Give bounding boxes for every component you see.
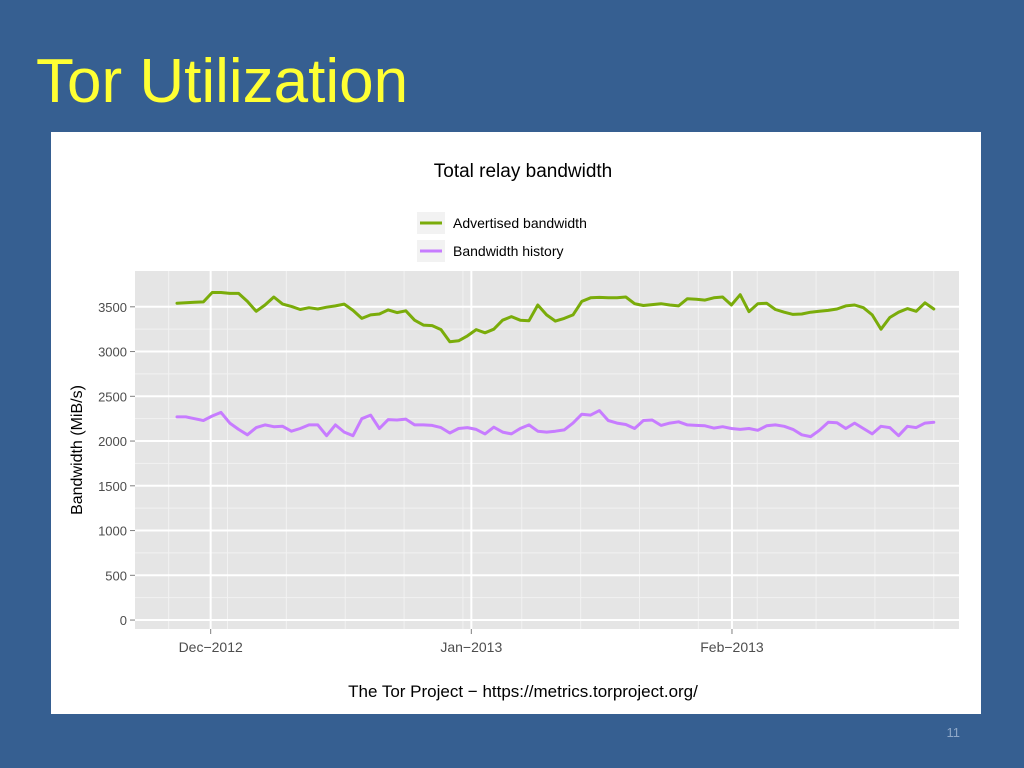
chart-title: Total relay bandwidth — [434, 161, 613, 182]
series-layer — [175, 291, 936, 439]
y-tick-label: 3500 — [98, 300, 127, 315]
page-number: 11 — [946, 725, 961, 740]
series-line-history — [175, 409, 936, 439]
legend-label-history: Bandwidth history — [453, 243, 564, 259]
bandwidth-chart: Total relay bandwidth Advertised bandwid… — [69, 161, 959, 701]
series-line-advertised — [175, 291, 936, 344]
x-tick-label: Feb−2013 — [700, 639, 764, 655]
major-gridlines — [135, 271, 959, 629]
slide-title: Tor Utilization — [36, 47, 409, 116]
x-tick-label: Dec−2012 — [179, 639, 243, 655]
minor-gridlines — [135, 271, 959, 629]
y-tick-label: 0 — [120, 613, 127, 628]
y-axis: 0 500 1000 1500 2000 2500 3000 3500 — [98, 300, 135, 628]
y-tick-label: 2000 — [98, 434, 127, 449]
x-axis: Dec−2012 Jan−2013 Feb−2013 — [179, 629, 764, 655]
y-tick-label: 500 — [105, 568, 127, 583]
legend: Advertised bandwidth Bandwidth history — [417, 212, 587, 262]
y-tick-label: 3000 — [98, 345, 127, 360]
y-tick-label: 2500 — [98, 389, 127, 404]
legend-label-advertised: Advertised bandwidth — [453, 215, 587, 231]
plot-panel — [135, 271, 959, 629]
chart-figure: Total relay bandwidth Advertised bandwid… — [51, 132, 981, 714]
chart-caption: The Tor Project − https://metrics.torpro… — [348, 682, 698, 701]
y-tick-label: 1500 — [98, 479, 127, 494]
y-axis-title: Bandwidth (MiB/s) — [69, 385, 86, 515]
x-tick-label: Jan−2013 — [440, 639, 502, 655]
y-tick-label: 1000 — [98, 524, 127, 539]
